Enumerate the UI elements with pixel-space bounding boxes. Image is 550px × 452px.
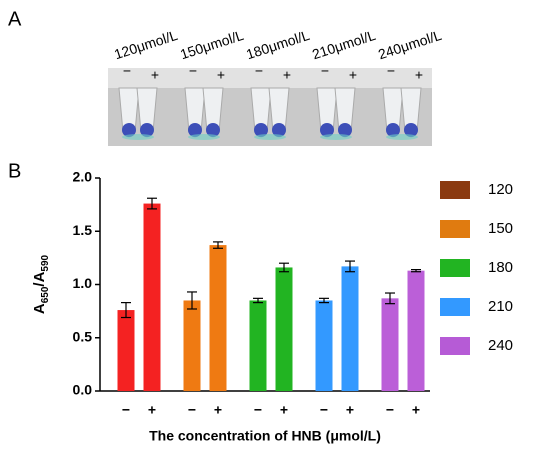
x-tick-label: − <box>320 402 328 418</box>
concentration-label: 210μmol/L <box>310 27 378 63</box>
x-tick-label: + <box>346 402 354 418</box>
tube-shadow <box>254 134 286 140</box>
bar <box>183 300 201 391</box>
x-tick-label: − <box>386 402 394 418</box>
x-tick-label: − <box>188 402 196 418</box>
y-tick-label: 2.0 <box>73 169 93 185</box>
sign-label: − <box>321 63 329 79</box>
tube-liquid <box>254 123 268 137</box>
sign-label: − <box>387 63 395 79</box>
sign-label: − <box>189 63 197 79</box>
x-tick-label: + <box>214 402 222 418</box>
tube-liquid <box>272 123 286 137</box>
tube-liquid <box>320 123 334 137</box>
sign-label: + <box>349 67 357 83</box>
bar <box>249 300 267 391</box>
tube-liquid <box>140 123 154 137</box>
bar <box>209 245 227 391</box>
tube-liquid <box>188 123 202 137</box>
x-tick-label: + <box>148 402 156 418</box>
tube-liquid <box>386 123 400 137</box>
y-tick-label: 0.5 <box>73 328 93 344</box>
legend-label: 150 <box>488 220 513 237</box>
y-axis-label-part: A <box>31 303 48 314</box>
bar <box>143 203 161 391</box>
x-tick-label: − <box>254 402 262 418</box>
sign-label: − <box>123 63 131 79</box>
bar <box>341 266 359 391</box>
concentration-label: 180μmol/L <box>244 27 312 63</box>
legend-swatch <box>440 337 470 355</box>
y-tick-label: 1.0 <box>73 275 93 291</box>
legend-label: 180 <box>488 259 513 276</box>
tube-shadow <box>122 134 154 140</box>
y-axis-label: A650/A590 <box>31 254 51 314</box>
photo <box>108 68 432 146</box>
sign-label: + <box>217 67 225 83</box>
x-tick-label: − <box>122 402 130 418</box>
y-axis-label-part: 590 <box>40 254 51 271</box>
legend-swatch <box>440 181 470 199</box>
concentration-label: 150μmol/L <box>178 27 246 63</box>
concentration-label: 240μmol/L <box>376 27 444 63</box>
bar <box>381 298 399 391</box>
bar <box>275 267 293 391</box>
legend-label: 120 <box>488 181 513 198</box>
bar <box>407 270 425 391</box>
x-axis-label: The concentration of HNB (μmol/L) <box>149 428 381 444</box>
tube-liquid <box>122 123 136 137</box>
tube-liquid <box>206 123 220 137</box>
tube-shadow <box>386 134 418 140</box>
legend-label: 240 <box>488 337 513 354</box>
x-tick-label: + <box>280 402 288 418</box>
concentration-label: 120μmol/L <box>112 27 180 63</box>
sign-label: + <box>283 67 291 83</box>
tube-shadow <box>188 134 220 140</box>
sign-label: + <box>415 67 423 83</box>
sign-label: + <box>151 67 159 83</box>
y-axis-label-part: 650 <box>40 286 51 303</box>
sign-label: − <box>255 63 263 79</box>
tube-shadow <box>320 134 352 140</box>
tube-liquid <box>338 123 352 137</box>
panel-label: A <box>8 8 22 30</box>
y-tick-label: 0.0 <box>73 382 93 398</box>
y-axis-label-part: /A <box>31 271 48 286</box>
y-tick-label: 1.5 <box>73 222 93 238</box>
tube-liquid <box>404 123 418 137</box>
legend-swatch <box>440 298 470 316</box>
legend-swatch <box>440 259 470 277</box>
bar <box>315 300 333 391</box>
panel-label: B <box>8 160 21 182</box>
legend-swatch <box>440 220 470 238</box>
legend-label: 210 <box>488 298 513 315</box>
x-tick-label: + <box>412 402 420 418</box>
bar <box>117 310 135 391</box>
